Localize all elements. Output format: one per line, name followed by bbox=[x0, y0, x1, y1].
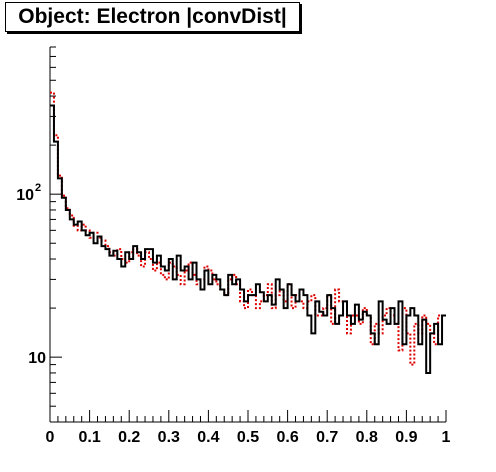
series-layer bbox=[50, 91, 446, 374]
x-tick-label: 1 bbox=[442, 429, 451, 446]
x-tick-label: 0.7 bbox=[316, 429, 338, 446]
x-tick-label: 0 bbox=[46, 429, 55, 446]
x-tick-label: 0.5 bbox=[237, 429, 259, 446]
x-tick-label: 0.3 bbox=[158, 429, 180, 446]
y-axis-ticks: 10 210 bbox=[16, 46, 62, 423]
x-tick-label: 0.9 bbox=[395, 429, 417, 446]
y-tick-exponent: 2 bbox=[35, 182, 41, 194]
x-tick-label: 0.2 bbox=[118, 429, 140, 446]
y-tick-label: 10 bbox=[28, 350, 46, 367]
y-tick-label: 10 bbox=[16, 187, 34, 204]
x-tick-label: 0.1 bbox=[78, 429, 100, 446]
solid-series-line bbox=[50, 104, 446, 374]
plot-frame bbox=[49, 47, 446, 423]
x-tick-label: 0.8 bbox=[356, 429, 378, 446]
x-tick-label: 0.6 bbox=[276, 429, 298, 446]
x-tick-label: 0.4 bbox=[197, 429, 219, 446]
chart-title: Object: Electron |convDist| bbox=[5, 2, 300, 32]
x-axis-ticks: 0 0.1 0.2 0.3 0.4 0.5 0.6 0.7 0.8 0.9 1 bbox=[46, 410, 451, 446]
